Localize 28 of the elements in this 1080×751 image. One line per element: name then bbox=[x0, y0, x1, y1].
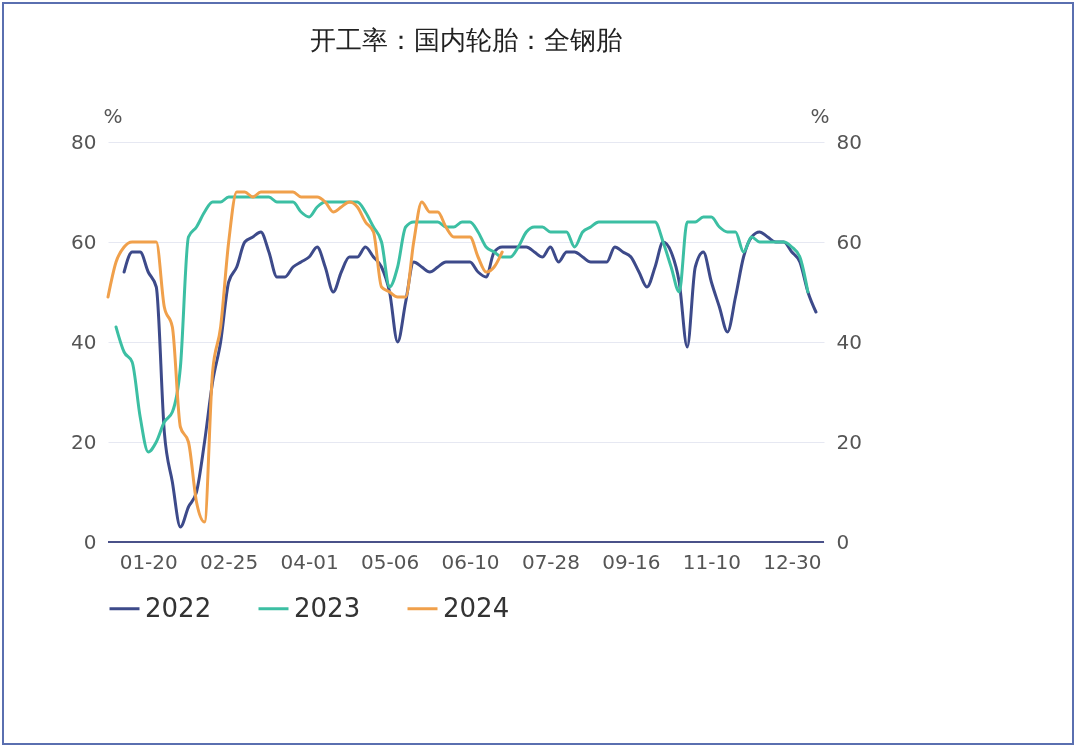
chart-title: 开工率：国内轮胎：全钢胎 bbox=[310, 25, 622, 55]
y2-tick-label: 0 bbox=[836, 529, 850, 554]
legend-label: 2022 bbox=[145, 592, 212, 623]
x-tick-label: 02-25 bbox=[200, 549, 259, 574]
legend-label: 2023 bbox=[294, 592, 361, 623]
line-series bbox=[122, 230, 818, 529]
x-tick-label: 12-30 bbox=[763, 549, 822, 574]
y-tick-label: 80 bbox=[71, 129, 97, 154]
y-tick-label: 40 bbox=[71, 329, 97, 354]
x-tick-label: 09-16 bbox=[602, 549, 661, 574]
y-axis-title: % bbox=[103, 103, 123, 128]
legend-label: 2024 bbox=[443, 592, 510, 623]
line-series bbox=[114, 195, 810, 454]
y-tick-label: 60 bbox=[71, 229, 97, 254]
x-tick-label: 01-20 bbox=[119, 549, 178, 574]
y2-tick-label: 20 bbox=[836, 429, 862, 454]
y-tick-label: 20 bbox=[71, 429, 97, 454]
x-tick-label: 06-10 bbox=[441, 549, 500, 574]
y2-axis-title: % bbox=[810, 103, 830, 128]
y2-tick-label: 80 bbox=[836, 129, 862, 154]
y2-tick-label: 60 bbox=[836, 229, 862, 254]
x-tick-label: 04-01 bbox=[280, 549, 339, 574]
x-tick-label: 11-10 bbox=[682, 549, 741, 574]
y2-tick-label: 40 bbox=[836, 329, 862, 354]
x-tick-label: 05-06 bbox=[361, 549, 420, 574]
line-series bbox=[106, 190, 504, 524]
x-tick-label: 07-28 bbox=[521, 549, 581, 574]
y-tick-label: 0 bbox=[83, 529, 97, 554]
